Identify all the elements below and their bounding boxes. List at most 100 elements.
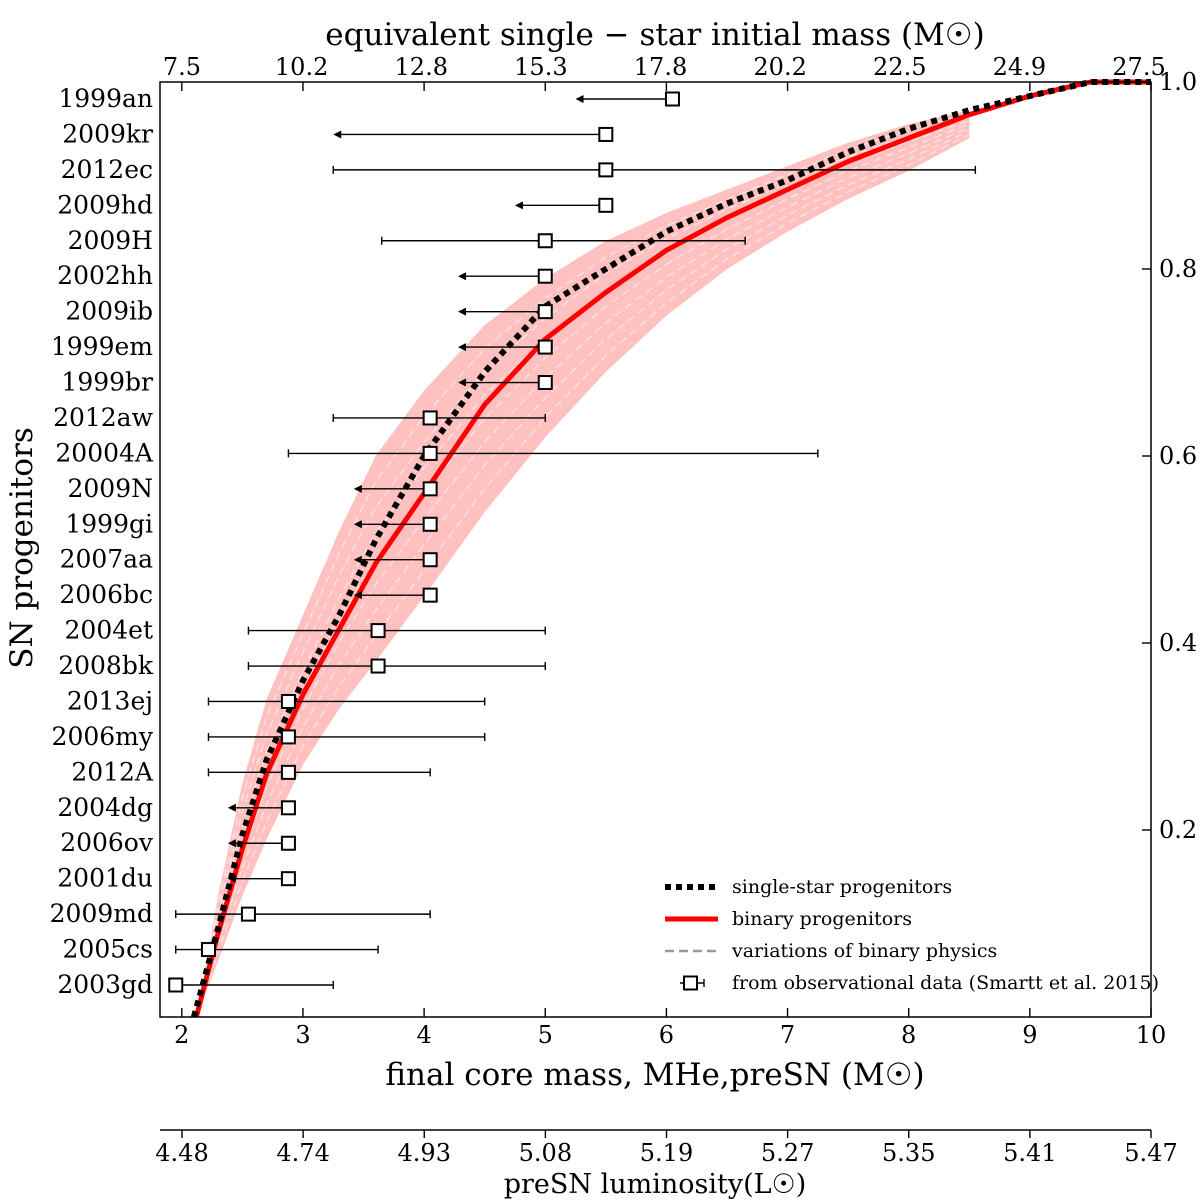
upper-limit-arrow [333,130,342,139]
top-tick-label: 15.3 [514,53,567,81]
progenitor-marker [168,977,184,993]
bottom-tick-label: 5 [538,1021,553,1049]
luminosity-tick-label: 4.48 [155,1139,208,1167]
luminosity-tick-label: 4.74 [276,1139,329,1167]
bottom-tick-label: 6 [659,1021,674,1049]
variation-line [195,123,970,1018]
top-tick-label: 17.8 [634,53,687,81]
progenitor-label: 2004et [65,616,153,645]
right-tick-label: 0.4 [1159,629,1197,657]
progenitor-label: 1999gi [65,509,153,538]
binary-variation-band [195,110,970,1018]
legend-marker-swatch [683,975,698,991]
progenitor-label: 1999em [51,332,153,361]
progenitor-label: 2001du [57,864,153,893]
top-tick-label: 12.8 [395,53,448,81]
progenitor-marker [280,764,296,780]
progenitor-label: 2009H [68,226,153,255]
upper-limit-arrow [353,484,362,493]
progenitor-marker [422,552,438,568]
upper-limit-arrow [458,343,467,352]
progenitor-marker [370,658,386,674]
luminosity-tick-label: 5.41 [1003,1139,1056,1167]
progenitor-marker [537,233,553,249]
right-tick-label: 0.6 [1159,442,1197,470]
progenitor-marker [537,375,553,391]
upper-limit-arrow [353,555,362,564]
top-axis-title: equivalent single − star initial mass (M… [325,17,984,53]
progenitor-marker [240,906,256,922]
bottom-tick-label: 7 [780,1021,795,1049]
legend-label: binary progenitors [732,908,912,930]
top-tick-label: 20.2 [753,53,806,81]
luminosity-tick-label: 5.35 [882,1139,935,1167]
observational-errorbars [168,91,977,993]
progenitor-marker [422,410,438,426]
bottom-tick-label: 9 [1022,1021,1037,1049]
progenitor-marker [280,693,296,709]
progenitor-marker [598,197,614,213]
single-star-curve [191,79,1151,1018]
bottom-axis-title: final core mass, MHe,preSN (M☉) [385,1057,924,1093]
upper-limit-arrow [353,591,362,600]
upper-limit-arrow [353,520,362,529]
top-tick-label: 10.2 [275,53,328,81]
variation-band-area [196,110,970,1018]
right-tick-label: 0.2 [1159,816,1197,844]
legend-label: single-star progenitors [732,876,952,898]
progenitor-marker [280,729,296,745]
progenitor-label: 20004A [55,438,154,467]
binary-curve [193,79,1151,1018]
progenitor-label: 2009hd [57,190,153,219]
progenitor-marker [280,800,296,816]
progenitor-marker [537,304,553,320]
progenitor-label: 2006my [52,722,154,751]
luminosity-axis-title: preSN luminosity(L☉) [504,1169,807,1200]
progenitor-label: 2012A [71,757,154,786]
progenitor-label: 2002hh [57,261,153,290]
progenitor-marker [422,445,438,461]
luminosity-tick-label: 5.08 [519,1139,572,1167]
legend-label: from observational data (Smartt et al. 2… [732,972,1159,994]
progenitor-label: 2009kr [62,119,153,148]
progenitor-marker [537,339,553,355]
upper-limit-arrow [458,378,467,387]
upper-limit-arrow [227,874,236,883]
progenitor-marker [370,623,386,639]
luminosity-tick-label: 4.93 [398,1139,451,1167]
progenitor-label: 1999an [58,84,153,113]
upper-limit-arrow [575,95,584,103]
progenitor-marker [537,268,553,284]
top-tick-label: 7.5 [163,53,201,81]
progenitor-marker [422,587,438,603]
bottom-tick-label: 10 [1136,1021,1167,1049]
variation-line [195,127,970,1018]
progenitor-marker [422,481,438,497]
progenitor-curves [191,79,1151,1018]
variation-line [195,134,970,1018]
progenitor-label: 2009N [68,474,154,503]
progenitor-marker [280,835,296,851]
progenitor-label: 2006ov [60,828,154,857]
progenitor-label: 2005cs [63,935,153,964]
progenitor-label: 2012aw [53,403,154,432]
bottom-tick-label: 8 [901,1021,916,1049]
progenitor-label: 2009md [50,899,153,928]
luminosity-tick-label: 5.27 [761,1139,814,1167]
top-tick-label: 24.9 [993,53,1046,81]
progenitor-label: 2006bc [59,580,153,609]
bottom-tick-label: 2 [174,1021,189,1049]
progenitor-marker [664,91,680,107]
right-tick-label: 1.0 [1159,68,1197,96]
progenitor-label: 2004dg [57,793,153,822]
upper-limit-arrow [458,272,467,281]
top-tick-label: 22.5 [873,53,926,81]
progenitor-label: 2009ib [65,297,153,326]
upper-limit-arrow [227,839,236,848]
upper-limit-arrow [514,201,523,210]
variation-line [195,112,970,1018]
axis-ticks [160,81,1152,1138]
bottom-tick-label: 4 [416,1021,431,1049]
progenitor-marker [200,942,216,958]
